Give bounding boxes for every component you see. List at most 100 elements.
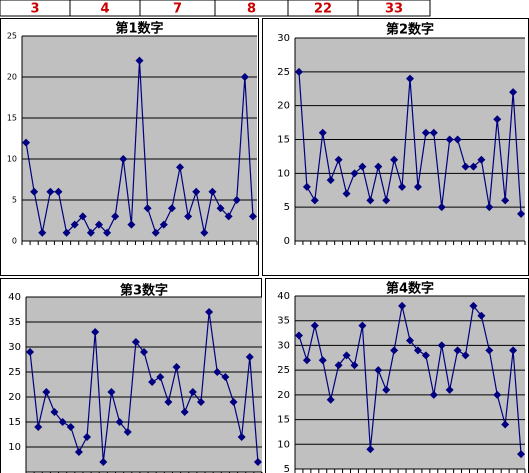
data-point <box>46 187 55 196</box>
y-tick-label: 25 <box>7 32 17 41</box>
data-point <box>123 428 132 436</box>
y-tick-label: 10 <box>277 168 290 179</box>
data-point <box>453 346 462 355</box>
y-tick-label: 40 <box>277 291 290 302</box>
y-tick-label: 10 <box>277 439 290 450</box>
data-point <box>232 196 241 204</box>
data-point <box>406 74 414 83</box>
data-point <box>83 433 92 441</box>
y-tick-label: 30 <box>277 33 290 44</box>
data-point <box>62 228 71 237</box>
y-tick-label: 35 <box>277 316 290 327</box>
data-point <box>342 351 351 360</box>
data-point <box>366 445 375 454</box>
data-point <box>326 176 335 185</box>
data-point <box>493 115 502 124</box>
data-point <box>429 390 438 399</box>
data-point <box>437 203 446 212</box>
chart-title: 第3数字 <box>120 283 168 299</box>
y-tick-label: 5 <box>284 202 290 213</box>
data-point <box>445 135 454 144</box>
data-point <box>469 162 478 171</box>
data-point <box>477 311 486 320</box>
y-tick-label: 5 <box>284 464 290 473</box>
y-tick-label: 35 <box>8 317 21 328</box>
cell-value: 22 <box>314 2 332 17</box>
data-point <box>240 73 249 81</box>
data-point <box>253 458 262 466</box>
y-tick-label: 30 <box>8 342 21 353</box>
data-point <box>127 220 136 229</box>
data-point <box>318 356 327 365</box>
data-point <box>78 212 87 221</box>
data-point <box>111 212 120 221</box>
data-point <box>131 338 140 346</box>
data-point <box>398 182 407 191</box>
data-point <box>135 56 144 65</box>
data-point <box>180 408 189 416</box>
cell-value: 33 <box>385 2 403 17</box>
data-point <box>517 450 526 459</box>
y-tick-label: 20 <box>277 101 290 112</box>
data-point <box>310 196 319 205</box>
data-point <box>66 423 75 431</box>
data-point <box>334 361 343 370</box>
y-tick-label: 30 <box>277 340 290 351</box>
data-point <box>34 423 43 431</box>
y-tick-label: 20 <box>277 390 290 401</box>
data-point <box>421 128 430 137</box>
y-tick-label: 25 <box>8 367 21 378</box>
data-point <box>229 398 238 406</box>
data-point <box>213 368 222 376</box>
data-point <box>374 366 383 375</box>
data-point <box>58 418 67 426</box>
data-point <box>358 321 367 330</box>
y-tick-label: 0 <box>284 236 290 247</box>
data-point <box>30 187 39 196</box>
data-point <box>445 385 454 394</box>
data-point <box>26 348 35 356</box>
data-point <box>22 138 31 147</box>
data-point <box>237 433 246 441</box>
y-tick-label: 25 <box>277 67 290 78</box>
data-point <box>94 220 103 229</box>
data-point <box>74 448 83 456</box>
data-point <box>318 128 327 137</box>
chart-title: 第2数字 <box>386 22 434 38</box>
data-point <box>334 155 343 164</box>
y-tick-label: 25 <box>277 365 290 376</box>
data-point <box>413 182 422 191</box>
y-tick-label: 0 <box>12 237 17 246</box>
data-point <box>148 378 157 386</box>
data-point <box>294 331 303 340</box>
chart-title: 第4数字 <box>386 281 434 297</box>
data-point <box>192 187 201 196</box>
data-point <box>350 169 359 178</box>
y-tick-label: 15 <box>277 135 290 146</box>
data-point <box>453 135 462 144</box>
cell-value: 8 <box>247 2 256 17</box>
data-point <box>200 228 209 237</box>
data-point <box>429 128 438 137</box>
y-tick-label: 15 <box>8 417 21 428</box>
data-point <box>172 363 181 371</box>
data-point <box>159 220 168 229</box>
cell-value: 7 <box>173 2 182 17</box>
data-point <box>485 346 494 355</box>
data-point <box>390 155 399 164</box>
data-point <box>477 155 486 164</box>
data-point <box>86 228 95 237</box>
data-point <box>358 162 367 171</box>
data-point <box>151 228 160 237</box>
cell <box>357 0 431 17</box>
data-point <box>461 351 470 360</box>
data-point <box>469 301 478 310</box>
data-point <box>294 67 303 76</box>
data-point <box>374 162 383 171</box>
data-point <box>517 209 526 218</box>
data-point <box>99 458 108 466</box>
data-point <box>42 388 51 396</box>
data-point <box>461 162 470 171</box>
data-point <box>54 187 63 196</box>
data-point <box>302 182 311 191</box>
